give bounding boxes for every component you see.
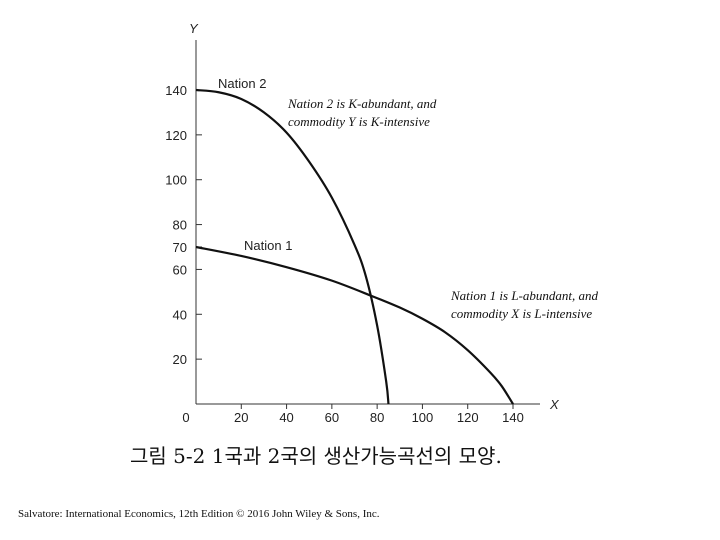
curves [195,88,514,405]
y-tick-label: 120 [165,128,187,143]
axes [195,40,540,405]
annotation-line: commodity X is L-intensive [451,306,592,321]
figure-caption: 그림 5-2 1국과 2국의 생산가능곡선의 모양. [130,444,502,468]
x-tick-label: 60 [325,410,339,425]
source-credit: Salvatore: International Economics, 12th… [18,508,380,520]
x-tick-label: 100 [412,410,434,425]
nation-2-curve [195,88,390,405]
nation-1-label: Nation 1 [244,238,292,253]
ticks: 0 20 40 60 80 100 120 140 20 40 60 70 80 100 120 140 [165,83,524,425]
y-tick-label: 80 [173,218,187,233]
x-axis-label: X [549,397,560,412]
labels: X Y Nation 2 Nation 1 Nation 2 is K-abundant… [189,21,598,412]
y-tick-label: 60 [173,262,187,277]
y-tick-label: 40 [173,307,187,322]
nation-1-curve [195,245,514,405]
annotation-line: Nation 1 is L-abundant, and [450,288,598,303]
nation-2-label: Nation 2 [218,76,266,91]
y-tick-label: 140 [165,83,187,98]
x-tick-label: 80 [370,410,384,425]
x-tick-label: 120 [457,410,479,425]
y-tick-label: 100 [165,173,187,188]
x-tick-label: 0 [182,410,189,425]
y-tick-label: 70 [173,240,187,255]
x-tick-label: 40 [279,410,293,425]
annotation-line: commodity Y is K-intensive [288,114,430,129]
annotation-line: Nation 2 is K-abundant, and [287,96,437,111]
x-tick-label: 140 [502,410,524,425]
y-axis-label: Y [189,21,199,36]
x-tick-label: 20 [234,410,248,425]
y-tick-label: 20 [173,352,187,367]
